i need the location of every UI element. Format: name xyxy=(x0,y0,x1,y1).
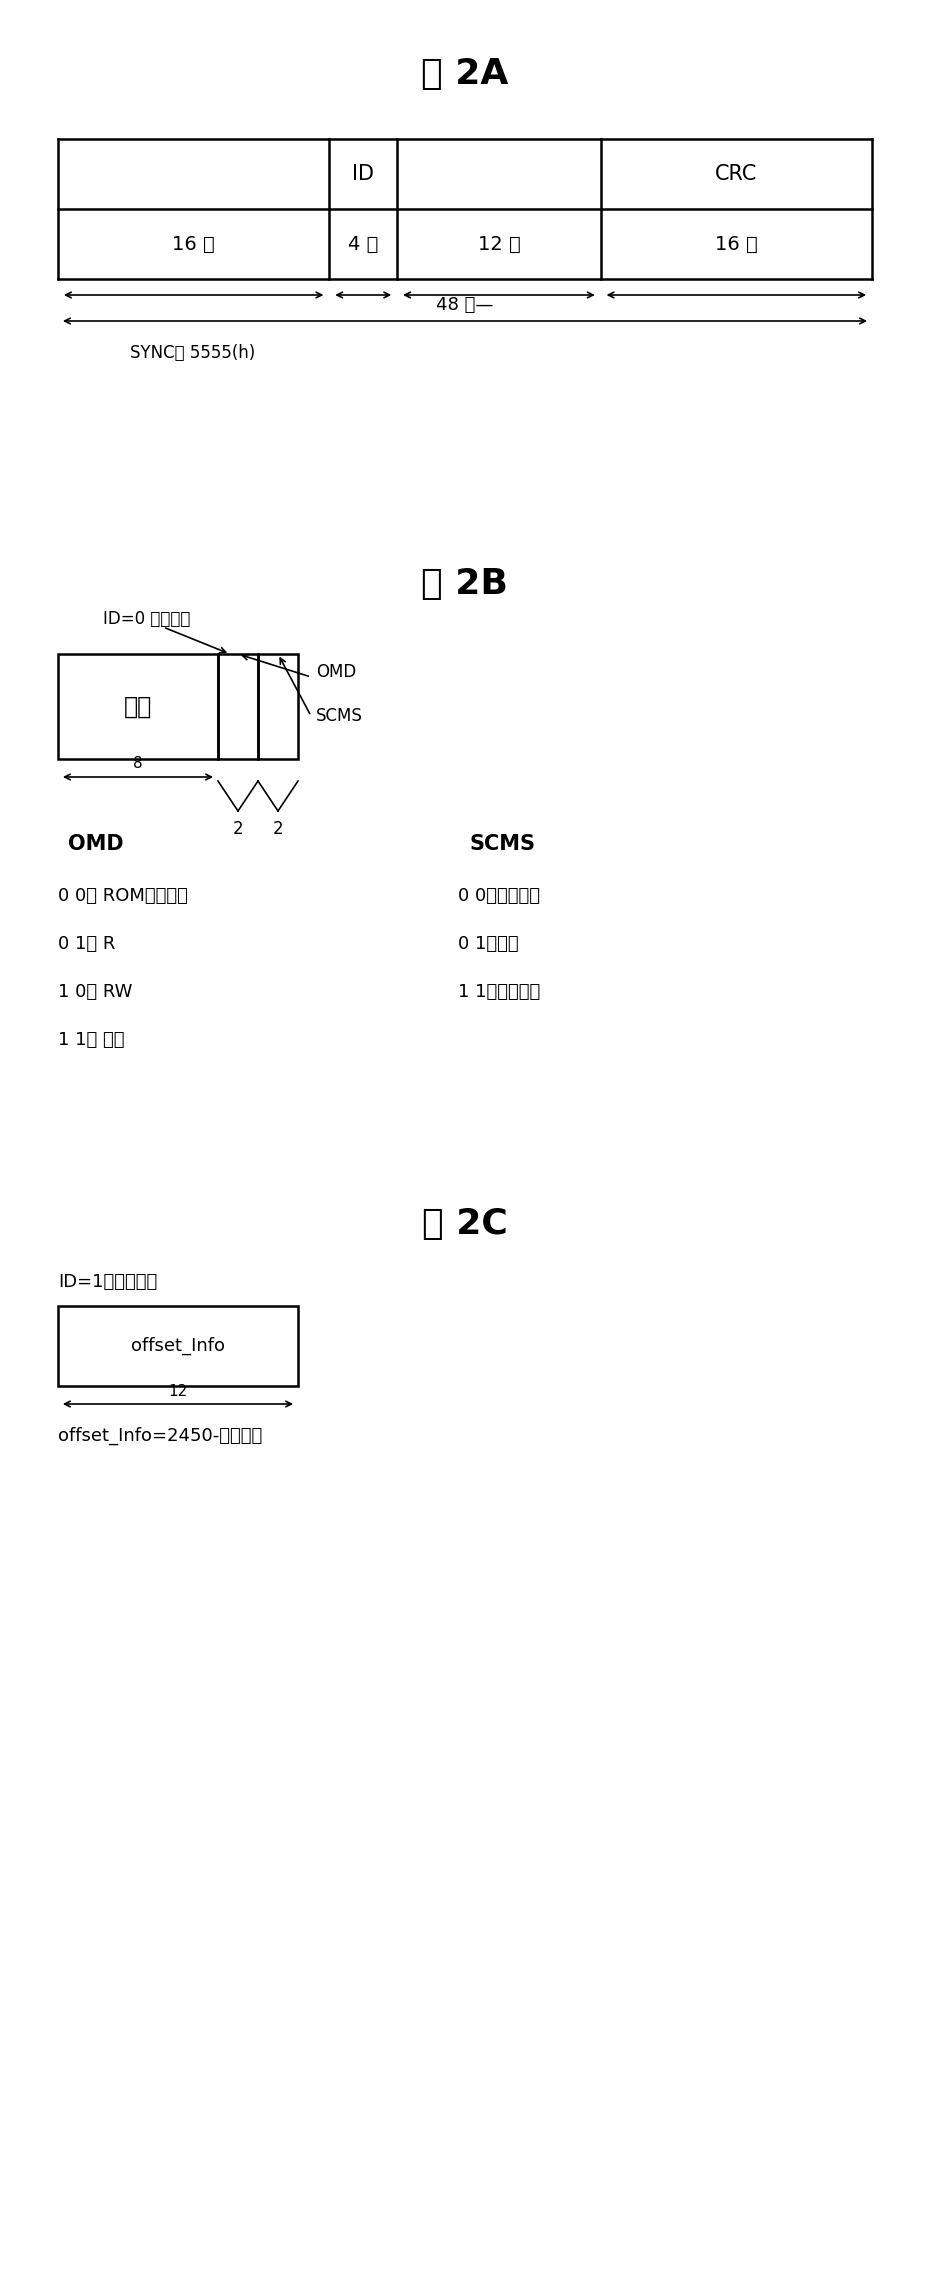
Text: 图 2C: 图 2C xyxy=(421,1206,507,1240)
Text: OMD: OMD xyxy=(316,662,355,681)
Text: 2: 2 xyxy=(232,820,243,838)
Text: ID=0 有效负载: ID=0 有效负载 xyxy=(103,610,190,628)
Text: OMD: OMD xyxy=(68,834,123,854)
Text: 4 位: 4 位 xyxy=(348,235,378,254)
Text: 48 位—: 48 位— xyxy=(436,297,493,313)
Text: offset_Info: offset_Info xyxy=(131,1336,225,1354)
Text: 1 1：自由复制: 1 1：自由复制 xyxy=(458,982,540,1000)
Text: 图 2B: 图 2B xyxy=(420,566,508,601)
Text: 12: 12 xyxy=(168,1384,187,1398)
Text: SCMS: SCMS xyxy=(470,834,535,854)
Text: 8: 8 xyxy=(133,756,143,772)
Bar xyxy=(58,1306,298,1386)
Text: 12 位: 12 位 xyxy=(477,235,520,254)
Text: CRC: CRC xyxy=(715,164,756,185)
Text: 16 位: 16 位 xyxy=(715,235,757,254)
Text: 0 1：复制: 0 1：复制 xyxy=(458,934,518,952)
Text: offset_Info=2450-分组编号: offset_Info=2450-分组编号 xyxy=(58,1428,262,1446)
Text: 1 1： 任意: 1 1： 任意 xyxy=(58,1030,124,1048)
Text: 1 0： RW: 1 0： RW xyxy=(58,982,132,1000)
Text: 图 2A: 图 2A xyxy=(420,57,508,91)
Text: ID: ID xyxy=(352,164,374,185)
Bar xyxy=(218,653,258,758)
Bar xyxy=(58,653,218,758)
Text: ID=1：分组偏离: ID=1：分组偏离 xyxy=(58,1272,157,1290)
Text: 0 0：原始介质: 0 0：原始介质 xyxy=(458,886,539,904)
Text: 0 1： R: 0 1： R xyxy=(58,934,115,952)
Text: 0 0： ROM（预刻）: 0 0： ROM（预刻） xyxy=(58,886,187,904)
Text: 16 位: 16 位 xyxy=(172,235,214,254)
Bar xyxy=(258,653,298,758)
Text: 2: 2 xyxy=(273,820,283,838)
Text: SYNC： 5555(h): SYNC： 5555(h) xyxy=(130,345,255,361)
Text: SCMS: SCMS xyxy=(316,708,363,724)
Text: 保留: 保留 xyxy=(123,694,152,719)
